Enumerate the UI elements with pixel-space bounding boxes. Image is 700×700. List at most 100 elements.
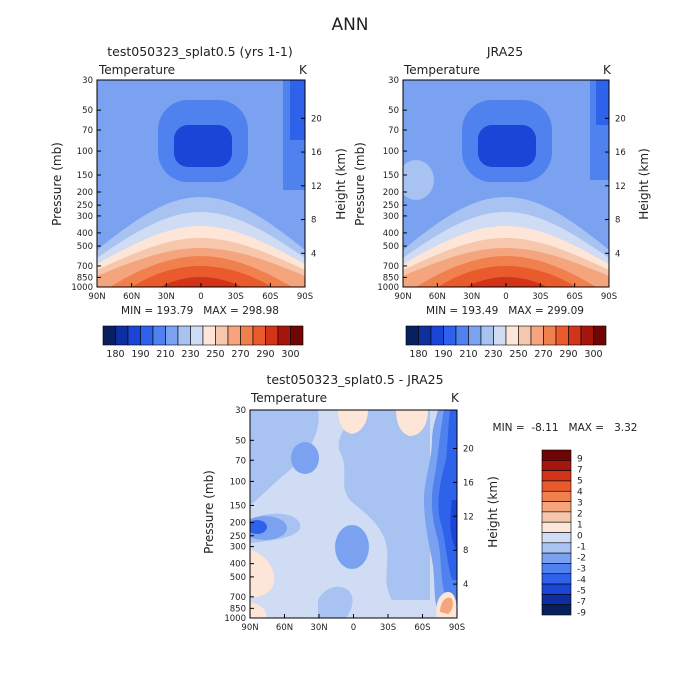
y-axis-label: Pressure (mb) — [50, 142, 64, 226]
x-tick-label: 90S — [297, 292, 313, 302]
y-right-tick-label: 16 — [463, 478, 474, 488]
colorbar-label: 290 — [256, 349, 274, 360]
y-tick-label: 30 — [82, 76, 93, 86]
y-tick-label: 70 — [388, 126, 399, 136]
y-right-axis-label: Height (km) — [637, 148, 651, 219]
y-axis-label: Pressure (mb) — [353, 142, 367, 226]
colorbar-label: -5 — [577, 586, 586, 596]
contour-fill — [250, 602, 267, 618]
colorbar-swatch — [518, 325, 532, 346]
contour-field — [403, 80, 609, 287]
colorbar-swatch — [202, 325, 216, 346]
y-tick-label: 1000 — [377, 283, 399, 293]
x-tick-label: 60S — [567, 292, 583, 302]
contour-fill — [174, 125, 232, 167]
y-right-tick-label: 8 — [463, 546, 468, 556]
x-ticks: 90N 60N 30N 0 30S 60S 90S — [241, 614, 465, 633]
y-tick-label: 250 — [230, 532, 246, 542]
y-right-tick-label: 8 — [615, 216, 620, 226]
colorbar-swatch — [541, 449, 572, 461]
colorbar-label: 270 — [231, 349, 249, 360]
colorbar-label: 0 — [577, 531, 583, 541]
colorbar-swatch — [505, 325, 519, 346]
y-tick-label: 100 — [230, 477, 246, 487]
colorbar-swatch — [165, 325, 179, 346]
colorbar-swatch — [593, 325, 607, 346]
panel-subtitle-left: Temperature — [250, 391, 327, 405]
colorbar-label: 210 — [156, 349, 174, 360]
x-tick-label: 60S — [262, 292, 278, 302]
contour-fill — [160, 277, 242, 287]
y-tick-label: 500 — [230, 573, 246, 583]
colorbar-swatch — [152, 325, 166, 346]
contour-fill — [250, 550, 275, 598]
colorbar-swatch — [580, 325, 594, 346]
x-tick-label: 0 — [503, 292, 508, 302]
colorbar-label: 9 — [577, 454, 583, 464]
contour-fill — [291, 442, 319, 474]
contour-fill — [335, 525, 369, 569]
x-tick-label: 60N — [123, 292, 140, 302]
colorbar-swatch — [252, 325, 266, 346]
colorbar-swatch — [541, 490, 572, 502]
contour-fill — [250, 520, 267, 534]
x-tick-label: 30N — [463, 292, 480, 302]
y-tick-label: 150 — [383, 171, 399, 181]
colorbar-swatch — [215, 325, 229, 346]
y-tick-label: 850 — [383, 273, 399, 283]
panel-subtitle-right: K — [451, 391, 460, 405]
colorbar: 180 190 210 230 250 270 290 300 — [405, 325, 607, 360]
colorbar-label: 180 — [106, 349, 124, 360]
y-tick-label: 300 — [383, 212, 399, 222]
x-tick-label: 30N — [310, 623, 327, 633]
y-tick-label: 150 — [230, 501, 246, 511]
colorbar-swatch — [290, 325, 304, 346]
y-tick-label: 50 — [82, 106, 93, 116]
panel-title: test050323_splat0.5 (yrs 1-1) — [107, 44, 293, 59]
colorbar-swatch — [541, 542, 572, 554]
y-tick-label: 300 — [230, 543, 246, 553]
panel-reanalysis: JRA25 Temperature K 30507010015020025030… — [353, 44, 651, 360]
figure-title: ANN — [331, 15, 368, 35]
panel-subtitle-left: Temperature — [98, 63, 175, 77]
y-tick-label: 70 — [235, 456, 246, 466]
x-tick-label: 30S — [380, 623, 396, 633]
contour-fill — [596, 80, 609, 125]
y-tick-label: 50 — [235, 436, 246, 446]
colorbar-label: 230 — [484, 349, 502, 360]
y-tick-label: 70 — [82, 126, 93, 136]
colorbar-swatch — [541, 501, 572, 513]
y-right-tick-label: 12 — [311, 182, 322, 192]
y-right-tick-label: 4 — [311, 249, 316, 259]
colorbar-label: 230 — [181, 349, 199, 360]
y-right-ticks: 20 16 12 8 4 — [301, 114, 322, 259]
y-tick-label: 200 — [230, 519, 246, 529]
colorbar-label: 300 — [584, 349, 602, 360]
y-tick-label: 100 — [383, 147, 399, 157]
contour-field — [250, 410, 457, 618]
y-tick-label: 250 — [383, 201, 399, 211]
x-tick-label: 60N — [429, 292, 446, 302]
colorbar-label: -1 — [577, 542, 586, 552]
y-tick-label: 30 — [235, 406, 246, 416]
y-right-axis-label: Height (km) — [334, 148, 348, 219]
colorbar-swatch — [190, 325, 204, 346]
colorbar-label: 190 — [131, 349, 149, 360]
colorbar-swatch — [430, 325, 444, 346]
stats-label: MIN = 193.49 MAX = 299.09 — [426, 305, 584, 317]
colorbar-swatch — [541, 563, 572, 575]
y-tick-label: 500 — [383, 242, 399, 252]
colorbar-swatch — [541, 594, 572, 605]
x-tick-label: 30S — [532, 292, 548, 302]
y-right-tick-label: 16 — [615, 148, 626, 158]
colorbar: 180 190 210 230 250 270 290 300 — [102, 325, 304, 360]
contour-fill — [478, 125, 536, 167]
colorbar-label: 270 — [534, 349, 552, 360]
stats-label: MIN = -8.11 MAX = 3.32 — [493, 422, 638, 434]
colorbar-label: -9 — [577, 608, 586, 618]
colorbar-swatch — [541, 511, 572, 523]
colorbar-label: -2 — [577, 553, 586, 563]
x-tick-label: 90N — [394, 292, 411, 302]
